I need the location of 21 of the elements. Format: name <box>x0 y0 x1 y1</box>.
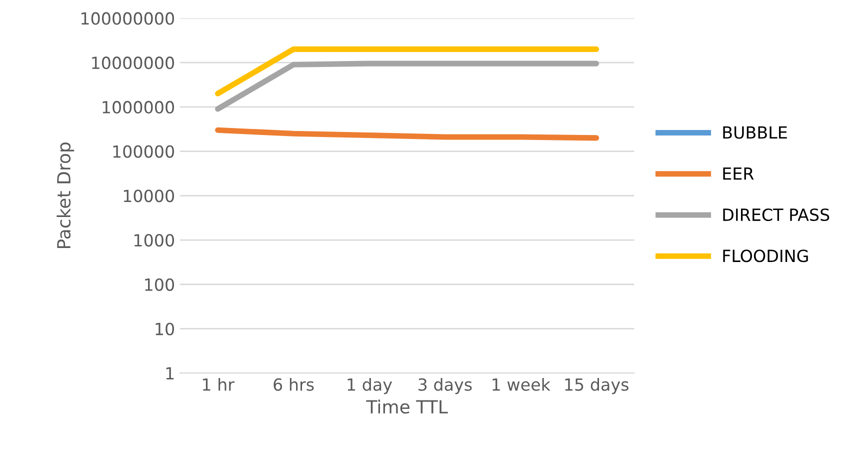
x-tick-label: 3 days <box>418 378 472 394</box>
y-tick-label: 100 <box>145 278 174 291</box>
y-tick-label: 1 <box>166 367 174 380</box>
x-axis-title: Time TTL <box>366 400 448 414</box>
x-tick-label: 1 day <box>348 378 392 394</box>
legend-label: BUBBLE <box>723 126 787 139</box>
legend-label: DIRECT PASS <box>723 208 830 222</box>
x-tick-label: 1 hr <box>202 378 234 391</box>
y-tick-label: 100000 <box>113 145 174 158</box>
y-tick-label: 10000 <box>124 190 174 202</box>
y-axis-title: Packet Drop <box>56 142 74 248</box>
y-tick-label: 1000000 <box>102 100 174 114</box>
x-tick-label: 15 days <box>565 378 628 394</box>
legend-label: FLOODING <box>723 250 808 262</box>
y-tick-label: 10000000 <box>92 56 174 70</box>
x-tick-label: 6 hrs <box>274 378 314 391</box>
y-tick-label: 100000000 <box>82 12 174 25</box>
legend-label: EER <box>723 168 754 180</box>
y-tick-label: 10 <box>156 322 174 336</box>
y-tick-label: 1000 <box>134 234 174 247</box>
x-tick-label: 1 week <box>492 378 550 391</box>
